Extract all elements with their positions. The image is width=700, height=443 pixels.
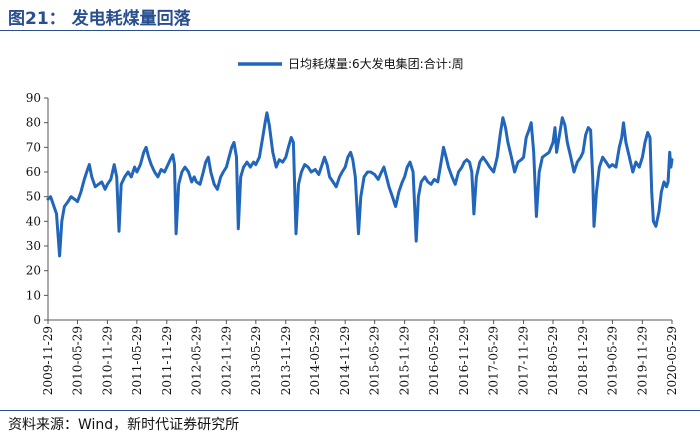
x-tick-label: 2011-11-29 [160, 326, 174, 395]
x-tick-label: 2015-05-29 [368, 326, 382, 395]
y-tick-label: 50 [26, 190, 41, 204]
y-tick-label: 90 [26, 91, 41, 105]
x-tick-label: 2018-05-29 [546, 326, 560, 395]
y-tick-label: 40 [26, 214, 41, 228]
y-axis: 0 10 20 30 40 50 60 70 80 90 [26, 91, 49, 327]
x-tick-label: 2015-11-29 [398, 326, 412, 395]
x-tick-label: 2014-11-29 [338, 326, 352, 395]
x-tick-label: 2019-11-29 [635, 326, 649, 395]
x-tick-label: 2016-11-29 [457, 326, 471, 395]
x-tick-label: 2019-05-29 [605, 326, 619, 395]
x-tick-label: 2009-11-29 [41, 326, 55, 395]
legend-label: 日均耗煤量:6大发电集团:合计:周 [288, 56, 464, 71]
y-tick-label: 10 [26, 288, 41, 302]
plot-area [46, 111, 674, 258]
x-tick-label: 2014-05-29 [308, 326, 322, 395]
series-line [46, 111, 674, 258]
y-tick-label: 30 [26, 239, 41, 253]
y-tick-label: 0 [33, 313, 41, 327]
x-tick-label: 2012-11-29 [219, 326, 233, 395]
title-rule [0, 30, 700, 31]
x-tick-label: 2017-11-29 [517, 326, 531, 395]
source-note: 资料来源：Wind，新时代证券研究所 [8, 417, 240, 433]
y-tick-label: 70 [26, 140, 41, 154]
x-tick-label: 2012-05-29 [189, 326, 203, 395]
x-tick-label: 2011-05-29 [130, 326, 144, 395]
x-tick-label: 2020-05-29 [665, 326, 679, 395]
y-tick-label: 60 [26, 165, 41, 179]
x-tick-label: 2013-05-29 [249, 326, 263, 395]
x-tick-label: 2016-05-29 [427, 326, 441, 395]
y-tick-label: 20 [26, 264, 41, 278]
y-tick-label: 80 [26, 116, 41, 130]
figure-title: 图21： 发电耗煤量回落 [8, 9, 191, 29]
x-tick-label: 2010-11-29 [100, 326, 114, 395]
x-tick-label: 2010-05-29 [70, 326, 84, 395]
x-tick-label: 2017-05-29 [487, 326, 501, 395]
line-chart: 0 10 20 30 40 50 60 70 80 90 2009-11-29 2010-05-29… [26, 56, 679, 395]
x-tick-label: 2013-11-29 [279, 326, 293, 395]
x-axis: 2009-11-29 2010-05-29 2010-11-29 2011-05-29… [41, 319, 679, 395]
source-rule [0, 410, 700, 411]
legend: 日均耗煤量:6大发电集团:合计:周 [238, 56, 464, 71]
x-tick-label: 2018-11-29 [576, 326, 590, 395]
